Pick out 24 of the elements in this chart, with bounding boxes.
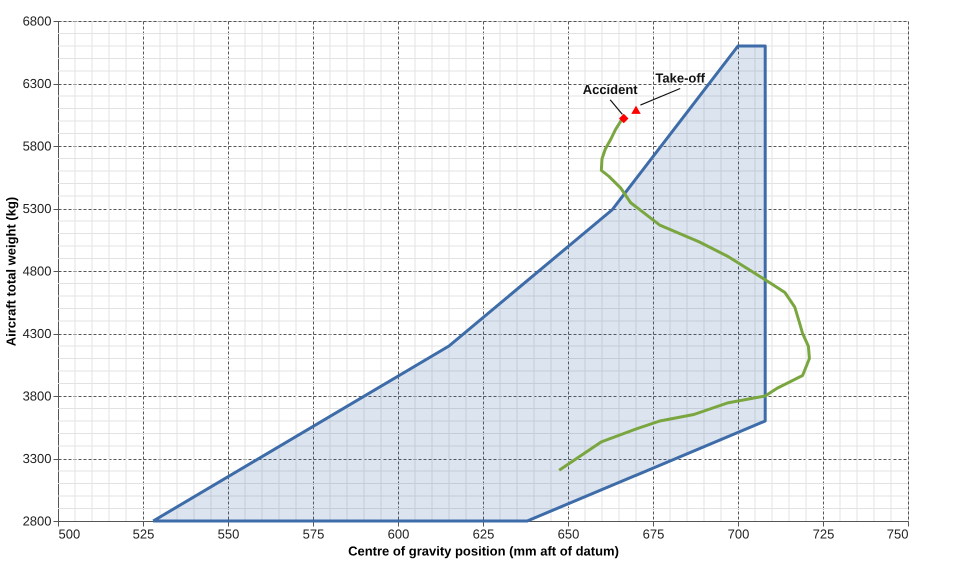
y-axis-title: Aircraft total weight (kg) [4,196,19,346]
x-tick-label: 500 [58,526,80,542]
x-tick-label: 525 [132,526,154,542]
x-tick-label: 700 [728,526,750,542]
x-tick-label: 575 [302,526,324,542]
y-tick-label: 5800 [22,138,52,154]
x-tick-label: 725 [812,526,834,542]
x-tick-label: 675 [642,526,664,542]
annotation: Accident [582,82,638,97]
x-tick-label: 550 [218,526,240,542]
y-tick-label: 4300 [22,326,52,341]
y-tick-label: 3300 [22,451,52,466]
y-tick-label: 4800 [22,264,52,278]
y-tick-label: 5300 [22,201,52,216]
x-tick-label: 750 [886,526,908,542]
x-tick-label: 650 [558,526,580,542]
y-tick-label: 6300 [22,76,52,91]
x-tick-label: 600 [388,526,410,542]
x-axis-title: Centre of gravity position (mm aft of datum) [348,544,619,558]
y-tick-label: 6800 [22,14,52,28]
x-tick-label: 625 [472,526,494,542]
annotation: Take-off [655,70,706,86]
y-tick-label: 2800 [22,514,52,528]
y-tick-label: 3800 [22,388,52,404]
